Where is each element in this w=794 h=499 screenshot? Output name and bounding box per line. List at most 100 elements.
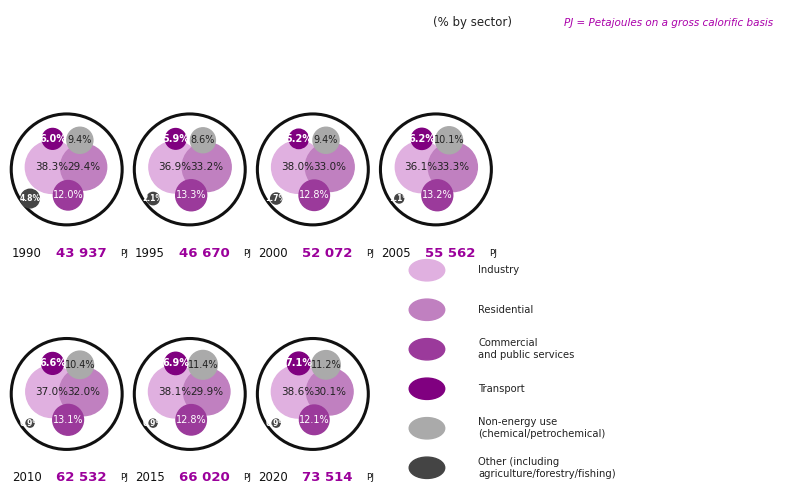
Text: 9.4%: 9.4% (67, 135, 92, 145)
Circle shape (60, 368, 108, 416)
Text: 0.9%: 0.9% (266, 419, 287, 428)
Text: 66 020: 66 020 (179, 471, 229, 484)
Text: 12.8%: 12.8% (175, 415, 206, 425)
Circle shape (436, 127, 463, 154)
Circle shape (395, 142, 446, 193)
Text: 38.1%: 38.1% (158, 387, 191, 397)
Text: 1990: 1990 (12, 247, 42, 259)
Text: 38.6%: 38.6% (281, 387, 314, 397)
Text: 36.9%: 36.9% (158, 162, 191, 172)
Text: PJ = Petajoules on a gross calorific basis: PJ = Petajoules on a gross calorific bas… (564, 18, 773, 28)
Text: 30.1%: 30.1% (314, 387, 346, 397)
Text: 29.9%: 29.9% (190, 387, 223, 397)
Text: 2.1%: 2.1% (143, 194, 164, 203)
Text: 43 937: 43 937 (56, 247, 106, 259)
Circle shape (41, 352, 64, 374)
Text: 1.7%: 1.7% (266, 194, 287, 203)
Text: 10.4%: 10.4% (64, 360, 95, 370)
Circle shape (312, 351, 341, 379)
Text: PJ: PJ (120, 473, 128, 482)
Circle shape (148, 365, 201, 418)
Circle shape (409, 418, 445, 439)
Text: 5.2%: 5.2% (285, 134, 312, 144)
Text: Commercial
and public services: Commercial and public services (478, 338, 575, 360)
Text: Industry: Industry (478, 265, 519, 275)
Circle shape (176, 405, 206, 435)
Text: 37.0%: 37.0% (35, 387, 68, 397)
Text: 1.1%: 1.1% (389, 194, 410, 203)
Text: PJ: PJ (489, 249, 497, 257)
Text: 0.9%: 0.9% (20, 419, 40, 428)
Circle shape (428, 143, 477, 192)
Text: 11.4%: 11.4% (187, 360, 218, 370)
Text: PJ: PJ (243, 249, 251, 257)
Text: NATURAL GAS TOTAL FINAL CONSUMPTION: NATURAL GAS TOTAL FINAL CONSUMPTION (4, 15, 392, 30)
Text: 6.9%: 6.9% (162, 358, 189, 368)
Circle shape (53, 181, 83, 210)
Text: Transport: Transport (478, 384, 525, 394)
Text: PJ: PJ (120, 249, 128, 257)
Text: 33.3%: 33.3% (436, 162, 469, 172)
Text: 13.2%: 13.2% (422, 190, 453, 200)
Text: 13.3%: 13.3% (176, 190, 206, 200)
Text: Residential: Residential (478, 305, 534, 315)
Circle shape (313, 127, 339, 153)
Circle shape (21, 189, 40, 208)
Circle shape (306, 368, 353, 415)
Circle shape (422, 180, 453, 211)
Text: 4.8%: 4.8% (20, 194, 40, 203)
Text: 1995: 1995 (135, 247, 165, 259)
Circle shape (411, 128, 433, 149)
Circle shape (52, 404, 83, 435)
Circle shape (149, 419, 157, 427)
Circle shape (147, 193, 160, 205)
Text: 13.1%: 13.1% (53, 415, 83, 425)
Circle shape (188, 350, 218, 379)
Text: 10.1%: 10.1% (434, 135, 464, 145)
Circle shape (409, 339, 445, 360)
Text: 38.3%: 38.3% (35, 162, 68, 172)
Circle shape (272, 419, 280, 427)
Text: 9.4%: 9.4% (314, 135, 338, 145)
Text: Non-energy use
(chemical/petrochemical): Non-energy use (chemical/petrochemical) (478, 417, 606, 440)
Circle shape (165, 129, 186, 149)
Text: 11.2%: 11.2% (310, 360, 341, 370)
Circle shape (182, 143, 231, 192)
Text: 12.0%: 12.0% (52, 190, 83, 200)
Text: 29.4%: 29.4% (67, 162, 100, 172)
Text: 32.0%: 32.0% (67, 387, 100, 397)
Circle shape (409, 378, 445, 399)
Circle shape (164, 352, 187, 375)
Text: 62 532: 62 532 (56, 471, 106, 484)
Circle shape (299, 405, 329, 435)
Text: PJ: PJ (366, 473, 374, 482)
Text: (% by sector): (% by sector) (433, 16, 511, 29)
Text: 2015: 2015 (135, 471, 165, 484)
Text: PJ: PJ (243, 473, 251, 482)
Circle shape (191, 128, 215, 153)
Text: 36.1%: 36.1% (404, 162, 437, 172)
Circle shape (67, 127, 93, 153)
Circle shape (26, 419, 34, 427)
Circle shape (271, 193, 282, 204)
Circle shape (409, 259, 445, 281)
Text: 8.6%: 8.6% (191, 135, 215, 145)
Text: 38.0%: 38.0% (281, 162, 314, 172)
Text: 2010: 2010 (12, 471, 42, 484)
Text: 5.9%: 5.9% (162, 134, 189, 144)
Text: 52 072: 52 072 (302, 247, 353, 259)
Circle shape (25, 141, 78, 194)
Circle shape (272, 141, 324, 193)
Text: 55 562: 55 562 (425, 247, 476, 259)
Circle shape (287, 352, 310, 375)
Text: 12.1%: 12.1% (299, 415, 330, 425)
Circle shape (272, 365, 324, 418)
Text: 6.6%: 6.6% (39, 358, 66, 368)
Text: 2020: 2020 (258, 471, 288, 484)
Text: PJ: PJ (366, 249, 374, 257)
Text: 33.0%: 33.0% (314, 162, 346, 172)
Circle shape (183, 368, 230, 415)
Circle shape (409, 299, 445, 320)
Circle shape (395, 194, 403, 203)
Circle shape (175, 180, 206, 211)
